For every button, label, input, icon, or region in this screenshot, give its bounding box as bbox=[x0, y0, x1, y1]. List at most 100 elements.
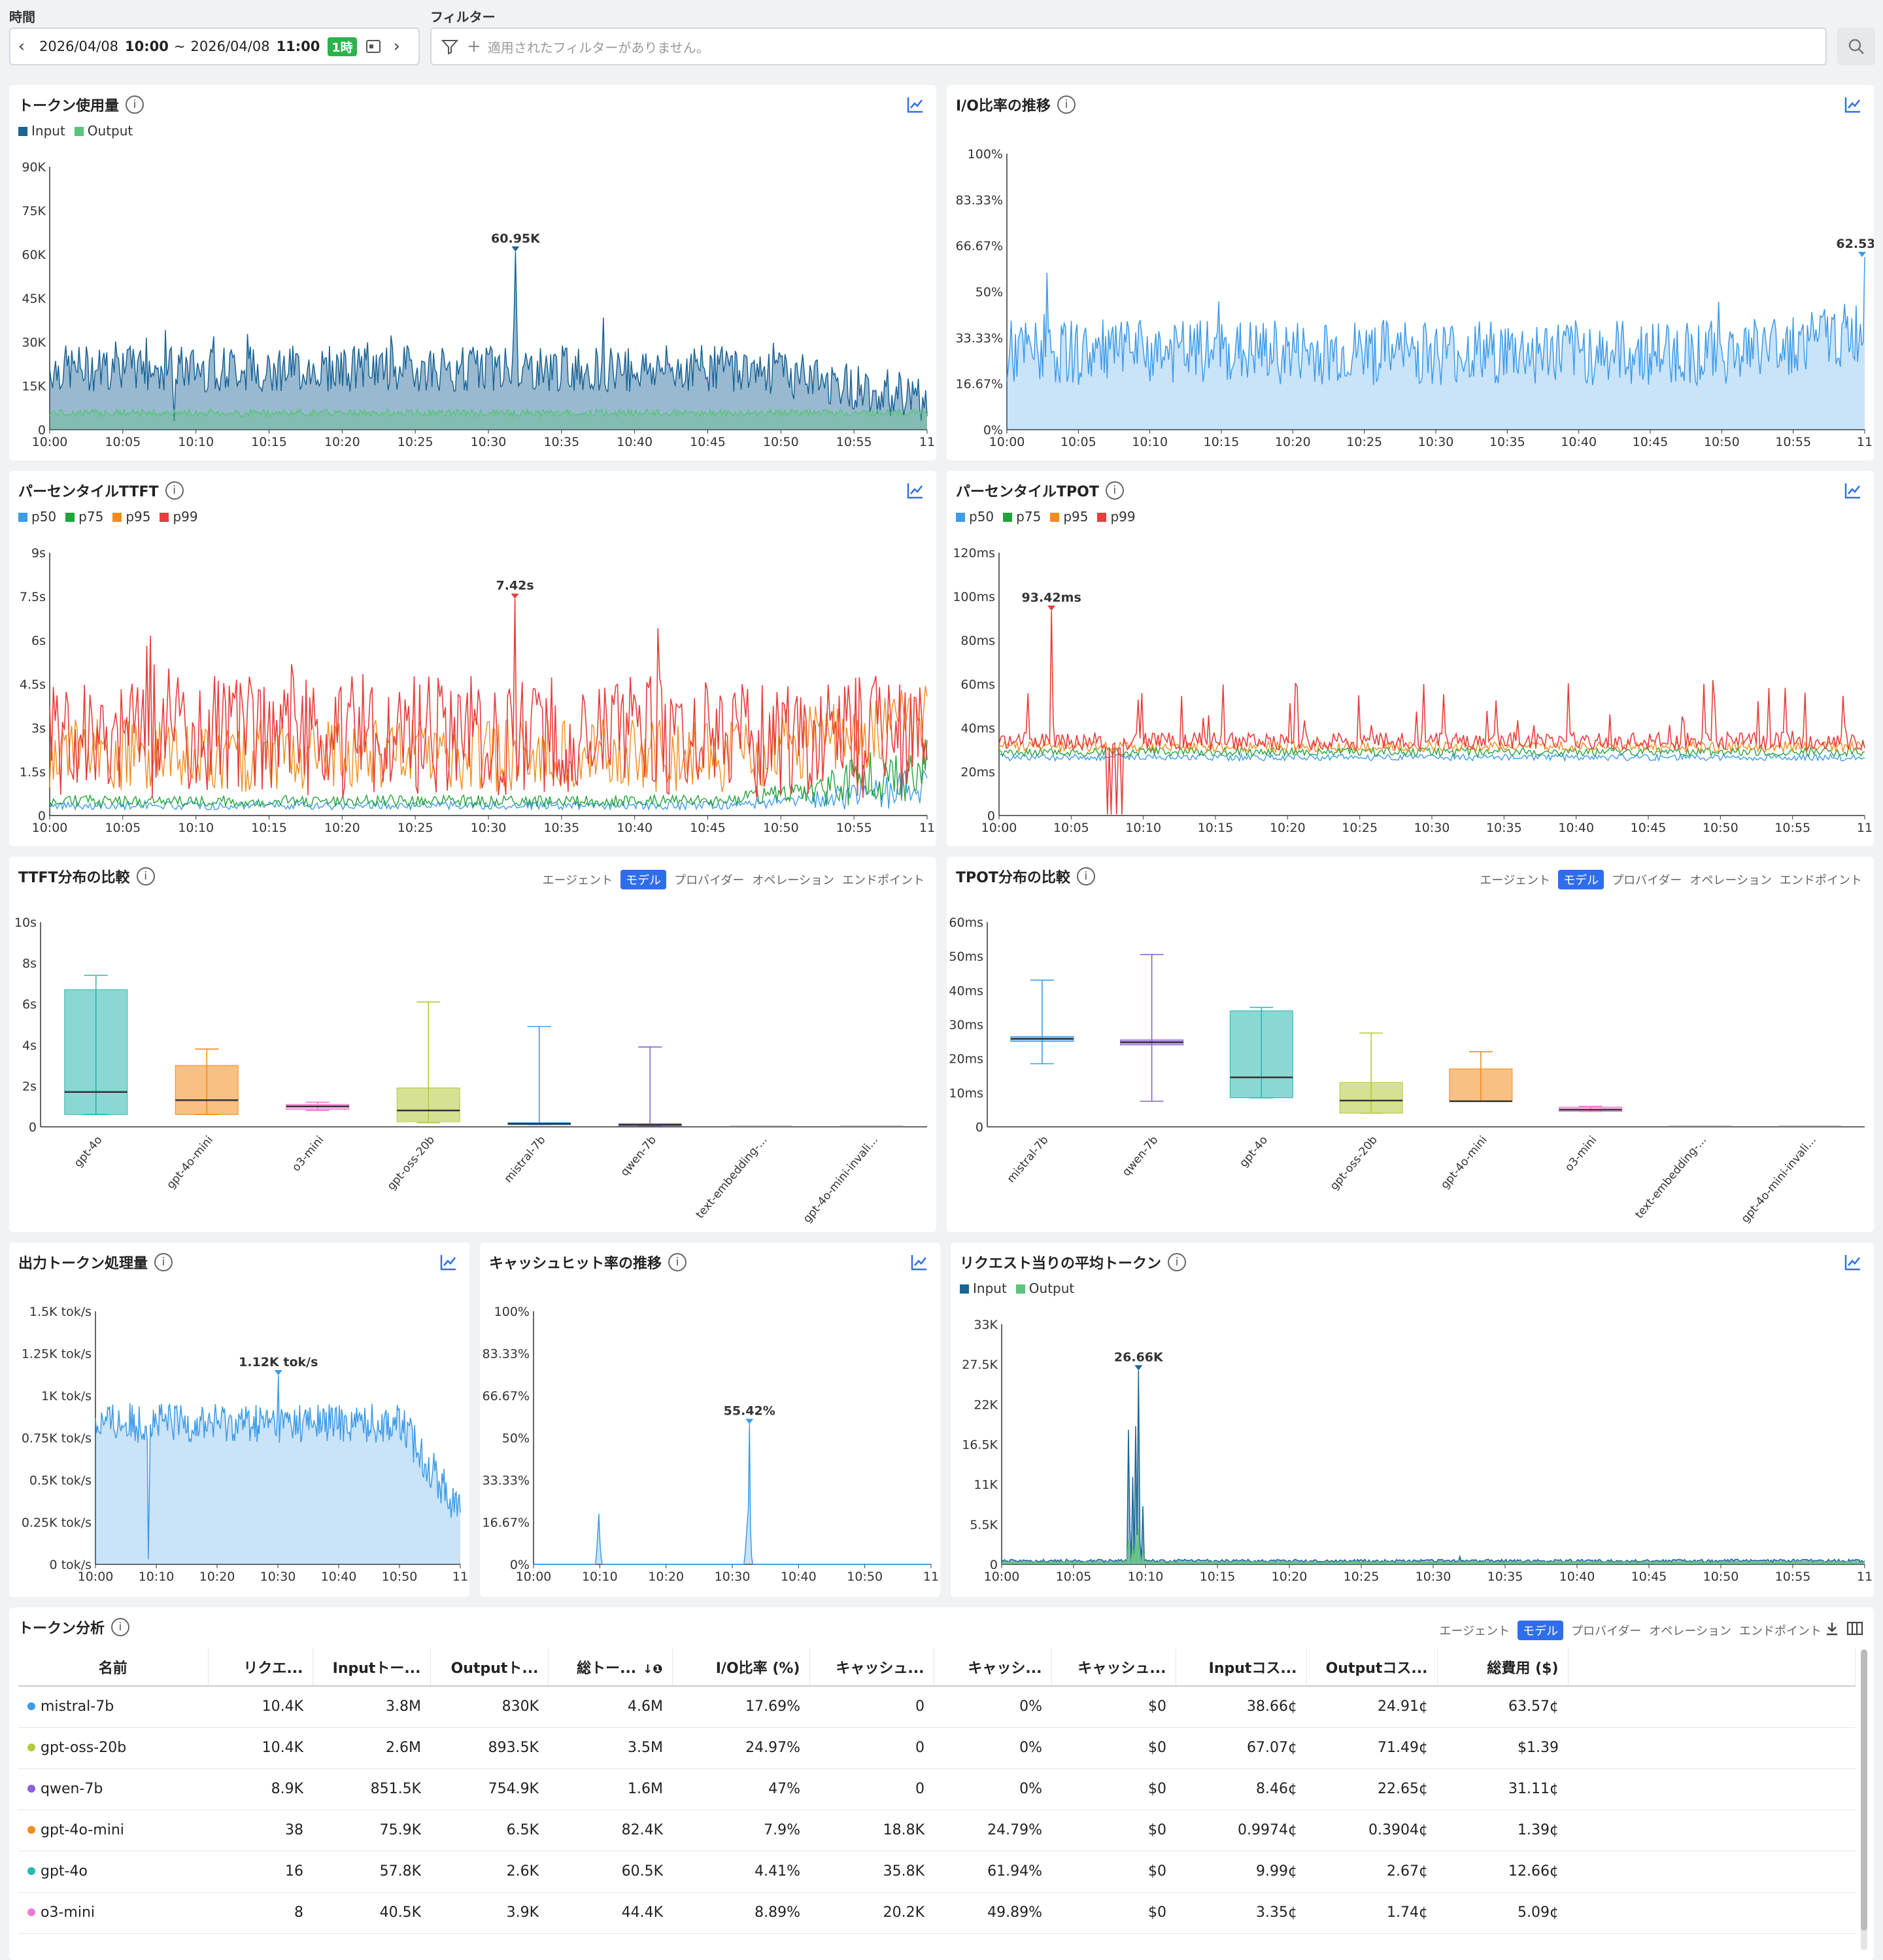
table-row[interactable]: gpt-4o-mini 38 75.9K 6.5K 82.4K 7.9% 18.8K 24.7… bbox=[18, 1810, 1856, 1851]
search-button[interactable] bbox=[1837, 27, 1875, 65]
table-row[interactable]: gpt-4o 16 57.8K 2.6K 60.5K 4.41% 35.8K 61.94% $0… bbox=[18, 1851, 1856, 1893]
legend-p95[interactable]: p95 bbox=[112, 509, 150, 524]
column-header[interactable]: リクエ... bbox=[208, 1648, 313, 1687]
table-row[interactable]: gpt-oss-20b 10.4K 2.6M 893.5K 3.5M 24.97% 0 0% $… bbox=[18, 1727, 1856, 1769]
io-ratio-card: I/O比率の推移 i 0% 16.67% 33.33% 50% 66.67% 83.33% 1… bbox=[947, 85, 1874, 460]
legend-p75[interactable]: p75 bbox=[1003, 509, 1041, 524]
line-chart-icon[interactable] bbox=[906, 481, 925, 500]
table-cell: 35.8K bbox=[809, 1851, 934, 1893]
chevron-right-icon[interactable]: › bbox=[393, 37, 400, 56]
column-header[interactable]: キャッシュ... bbox=[809, 1648, 934, 1687]
tab-endpoint[interactable]: エンドポイント bbox=[1739, 1625, 1822, 1638]
table-row[interactable]: qwen-7b 8.9K 851.5K 754.9K 1.6M 47% 0 0% $0 8.46¢… bbox=[18, 1768, 1856, 1810]
tab-model[interactable]: モデル bbox=[1518, 1621, 1564, 1640]
x-tick-label: 10:55 bbox=[836, 821, 872, 835]
chevron-left-icon[interactable]: ‹ bbox=[18, 37, 25, 56]
column-header[interactable]: 総費用 ($) bbox=[1437, 1648, 1569, 1687]
sort-desc-icon[interactable]: ↓❶ bbox=[643, 1662, 663, 1676]
column-header[interactable]: I/O比率 (%) bbox=[672, 1648, 810, 1687]
info-icon[interactable]: i bbox=[1105, 481, 1124, 500]
filter-label: フィルター bbox=[430, 9, 496, 25]
peak-label: 7.42s bbox=[496, 579, 534, 593]
legend-p50[interactable]: p50 bbox=[956, 509, 994, 524]
line-chart-icon[interactable] bbox=[1844, 481, 1862, 500]
table-cell: $0 bbox=[1051, 1727, 1176, 1769]
line-chart-icon[interactable] bbox=[910, 1253, 928, 1271]
legend-p95[interactable]: p95 bbox=[1050, 509, 1088, 524]
model-name: gpt-4o bbox=[41, 1863, 88, 1880]
info-icon[interactable]: i bbox=[154, 1253, 173, 1271]
legend-p50[interactable]: p50 bbox=[18, 509, 56, 524]
filter-input[interactable]: + 適用されたフィルターがありません。 bbox=[430, 27, 1827, 65]
tab-endpoint[interactable]: エンドポイント bbox=[1780, 874, 1862, 887]
column-header[interactable]: キャッシ... bbox=[934, 1648, 1052, 1687]
legend-input[interactable]: Input bbox=[18, 123, 65, 139]
info-icon[interactable]: i bbox=[126, 95, 144, 114]
info-icon[interactable]: i bbox=[1057, 95, 1076, 114]
table-cell: 2.6M bbox=[313, 1727, 430, 1769]
row-filler bbox=[1568, 1851, 1856, 1893]
x-tick-label: 10:00 bbox=[78, 1570, 114, 1584]
download-icon[interactable] bbox=[1824, 1621, 1840, 1636]
tab-operation[interactable]: オペレーション bbox=[752, 874, 834, 887]
time-range-picker[interactable]: ‹ 2026/04/08 10:00 ~ 2026/04/08 11:00 1時… bbox=[9, 27, 420, 65]
line-chart-icon[interactable] bbox=[1844, 95, 1862, 114]
column-header[interactable]: 名前 bbox=[18, 1648, 209, 1687]
line-chart-icon[interactable] bbox=[906, 95, 925, 114]
line-chart-icon[interactable] bbox=[439, 1253, 458, 1271]
calendar-icon[interactable] bbox=[365, 40, 381, 53]
range-badge[interactable]: 1時 bbox=[328, 37, 357, 56]
table-row[interactable]: mistral-7b 10.4K 3.8M 830K 4.6M 17.69% 0 0% $0 38… bbox=[18, 1686, 1856, 1728]
tab-operation[interactable]: オペレーション bbox=[1649, 1625, 1731, 1638]
info-icon[interactable]: i bbox=[136, 867, 155, 885]
x-tick-label: 10:05 bbox=[1056, 1570, 1092, 1584]
x-tick-label: 10:50 bbox=[1703, 1570, 1739, 1584]
table-cell: 893.5K bbox=[430, 1727, 548, 1769]
tab-agent[interactable]: エージェント bbox=[1439, 1625, 1510, 1638]
tab-agent[interactable]: エージェント bbox=[542, 874, 613, 887]
tab-provider[interactable]: プロバイダー bbox=[674, 874, 745, 887]
legend-p99[interactable]: p99 bbox=[1097, 509, 1136, 524]
x-tick-label: 10:10 bbox=[1132, 435, 1168, 449]
category-label: gpt-4o-mini-invali... bbox=[1739, 1133, 1819, 1225]
info-icon[interactable]: i bbox=[1076, 867, 1095, 885]
x-tick-label: 10:45 bbox=[1631, 1570, 1667, 1584]
column-header[interactable]: Inputコス... bbox=[1176, 1648, 1307, 1687]
table-scrollbar[interactable] bbox=[1861, 1649, 1867, 1950]
x-tick-label: 10:25 bbox=[1342, 821, 1378, 835]
legend-output[interactable]: Output bbox=[74, 123, 133, 139]
columns-icon[interactable] bbox=[1846, 1621, 1863, 1636]
tab-agent[interactable]: エージェント bbox=[1480, 874, 1551, 887]
tab-provider[interactable]: プロバイダー bbox=[1612, 874, 1682, 887]
legend-p99[interactable]: p99 bbox=[160, 509, 198, 524]
tab-model[interactable]: モデル bbox=[1558, 870, 1604, 889]
info-icon[interactable]: i bbox=[165, 481, 184, 500]
column-header[interactable]: Outputコス... bbox=[1306, 1648, 1438, 1687]
x-tick-label: 10:00 bbox=[981, 821, 1017, 835]
legend-output[interactable]: Output bbox=[1015, 1281, 1074, 1296]
table-row[interactable]: o3-mini 8 40.5K 3.9K 44.4K 8.89% 20.2K 49.89% $0… bbox=[18, 1892, 1856, 1934]
card-title: トークン使用量 bbox=[18, 98, 120, 114]
info-icon[interactable]: i bbox=[111, 1618, 130, 1636]
tab-endpoint[interactable]: エンドポイント bbox=[842, 874, 925, 887]
category-label: qwen-7b bbox=[618, 1133, 659, 1178]
table-scroll-area[interactable]: 名前 リクエ... Inputトー... Outputト... 総トー... ↓❶ I/O比… bbox=[18, 1648, 1856, 1955]
y-tick-label: 7.5s bbox=[20, 590, 46, 604]
line-chart-icon[interactable] bbox=[1844, 1253, 1862, 1271]
tab-provider[interactable]: プロバイダー bbox=[1571, 1625, 1642, 1638]
tab-model[interactable]: モデル bbox=[620, 870, 667, 889]
tab-operation[interactable]: オペレーション bbox=[1689, 874, 1772, 887]
info-icon[interactable]: i bbox=[668, 1253, 687, 1271]
legend-input[interactable]: Input bbox=[960, 1281, 1007, 1296]
filter-icon[interactable] bbox=[441, 37, 459, 56]
column-header[interactable]: キャッシュ... bbox=[1051, 1648, 1176, 1687]
column-header[interactable]: 総トー... ↓❶ bbox=[548, 1648, 673, 1687]
peak-marker bbox=[511, 246, 520, 252]
legend-p75[interactable]: p75 bbox=[65, 509, 103, 524]
column-header[interactable]: Outputト... bbox=[430, 1648, 549, 1687]
column-header[interactable]: Inputトー... bbox=[313, 1648, 431, 1687]
throughput-card: 出力トークン処理量 i 0 tok/s 0.25K tok/s 0.5K tok/s 0… bbox=[9, 1243, 469, 1597]
info-icon[interactable]: i bbox=[1168, 1253, 1187, 1271]
plus-icon[interactable]: + bbox=[467, 37, 481, 56]
table-cell: 0 bbox=[809, 1686, 934, 1728]
